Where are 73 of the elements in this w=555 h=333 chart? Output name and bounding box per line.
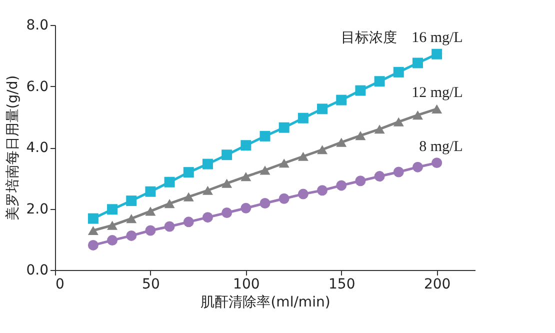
point: [432, 158, 442, 168]
point: [355, 85, 366, 96]
point: [222, 150, 232, 160]
point: [336, 94, 347, 106]
point: [240, 202, 252, 214]
y-tick-label: 8.0: [26, 18, 48, 34]
series-label: 12 mg/L: [412, 84, 463, 101]
y-tick-label: 6.0: [26, 78, 48, 95]
point: [393, 66, 404, 78]
point: [374, 171, 385, 182]
point: [355, 176, 366, 186]
x-tick-label: 150: [328, 276, 356, 292]
point: [260, 130, 270, 142]
point: [432, 48, 442, 60]
x-tick-label: 0: [56, 276, 64, 292]
point: [145, 225, 156, 236]
y-axis-title: 美罗培南每日用量(g/d): [5, 75, 22, 221]
point: [355, 131, 366, 140]
point: [374, 124, 385, 134]
series-label: 8 mg/L: [419, 138, 463, 155]
x-tick-label: 200: [424, 276, 451, 292]
point: [145, 206, 156, 216]
series-label: 16 mg/L: [412, 30, 463, 46]
point: [412, 162, 423, 172]
point: [183, 216, 194, 228]
x-tick-label: 50: [142, 276, 160, 292]
point: [183, 192, 194, 202]
point: [278, 158, 290, 168]
x-tick-label: 100: [233, 276, 260, 292]
point: [126, 196, 137, 206]
point: [432, 104, 442, 114]
y-tick-label: 0.0: [26, 262, 48, 278]
point: [317, 104, 328, 114]
point: [126, 230, 137, 241]
point: [164, 199, 175, 208]
point: [88, 213, 98, 224]
point: [107, 235, 118, 246]
point: [88, 240, 98, 250]
point: [317, 145, 328, 154]
point: [336, 180, 347, 191]
point: [240, 172, 252, 182]
point: [336, 138, 347, 147]
point: [222, 178, 232, 188]
point: [278, 193, 290, 204]
point: [393, 117, 404, 126]
annotation: 目标浓度: [340, 30, 397, 46]
point: [183, 167, 194, 178]
point: [107, 220, 118, 230]
y-tick-label: 2.0: [26, 201, 48, 218]
point: [222, 208, 232, 218]
point: [298, 152, 308, 161]
point: [298, 188, 308, 200]
point: [240, 140, 252, 151]
point: [202, 158, 213, 170]
point: [374, 76, 385, 87]
point: [412, 110, 423, 120]
point: [412, 58, 423, 68]
point: [88, 226, 98, 236]
point: [126, 214, 137, 224]
point: [260, 198, 270, 208]
x-axis-title: 肌酐清除率(ml/min): [200, 294, 330, 310]
point: [145, 186, 156, 197]
point: [164, 176, 175, 188]
point: [393, 166, 404, 178]
point: [317, 185, 328, 196]
y-tick-label: 4.0: [26, 140, 48, 156]
point: [278, 122, 290, 133]
point: [164, 221, 175, 232]
point: [298, 112, 308, 124]
point: [260, 166, 270, 175]
point: [107, 204, 118, 215]
point: [202, 186, 213, 195]
point: [202, 212, 213, 223]
